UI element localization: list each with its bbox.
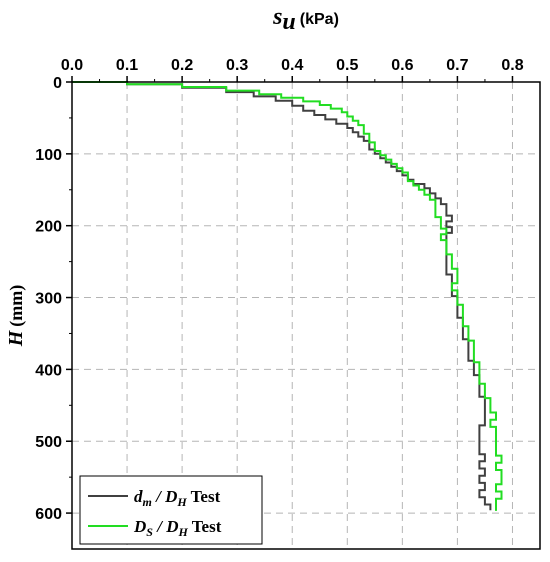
series-line-1 [72, 81, 503, 511]
x-axis-unit: (kPa) [300, 11, 339, 28]
y-axis-unit: (mm) [6, 285, 27, 327]
legend-dm-test: Test [187, 487, 221, 506]
legend-label-dm: dm / DH Test [134, 487, 221, 509]
x-axis-title: su (kPa) [272, 4, 339, 35]
series-group [72, 81, 503, 511]
y-tick-label: 400 [35, 362, 62, 379]
legend-label-ds: DS / DH Test [133, 517, 222, 539]
legend-ds-test: Test [188, 517, 222, 536]
y-axis-symbol: H [5, 329, 27, 347]
y-tick-label: 0 [53, 75, 62, 92]
x-tick-label: 0.1 [116, 57, 138, 74]
y-tick-label: 300 [35, 291, 62, 308]
legend-dm-d: d [134, 487, 143, 506]
legend-box [79, 475, 263, 545]
legend-dm-sub: m [143, 495, 152, 509]
x-tick-label: 0.6 [391, 57, 413, 74]
legend-dm-D: D [164, 487, 177, 506]
y-tick-label: 200 [35, 219, 62, 236]
y-axis-title: H (mm) [5, 285, 27, 348]
x-axis-subscript: u [282, 9, 295, 35]
ticks: 0.0 0.1 0.2 0.3 0.4 0.5 0.6 0.7 0.8 0 100 200 300 400… [35, 57, 523, 523]
y-tick-label: 100 [35, 147, 62, 164]
x-tick-label: 0.7 [446, 57, 468, 74]
y-tick-label: 600 [35, 506, 62, 523]
plot-frame [71, 81, 541, 550]
y-tick-label: 500 [35, 434, 62, 451]
legend-ds-subH: H [177, 525, 188, 539]
legend-ds-D2: D [165, 517, 178, 536]
legend: dm / DH Test DS / DH Test [79, 475, 263, 545]
legend-dm-slash: / [152, 487, 165, 506]
x-tick-label: 0.3 [226, 57, 248, 74]
legend-ds-sub: S [146, 525, 153, 539]
x-tick-label: 0.5 [336, 57, 358, 74]
legend-ds-slash: / [153, 517, 166, 536]
x-tick-label: 0.8 [501, 57, 523, 74]
x-tick-label: 0.2 [171, 57, 193, 74]
legend-ds-D: D [133, 517, 146, 536]
x-tick-label: 0.4 [281, 57, 303, 74]
grid [72, 82, 540, 549]
series-line-0 [72, 81, 492, 511]
legend-dm-subH: H [176, 495, 187, 509]
x-tick-label: 0.0 [61, 57, 83, 74]
x-axis-symbol: s [272, 4, 282, 30]
